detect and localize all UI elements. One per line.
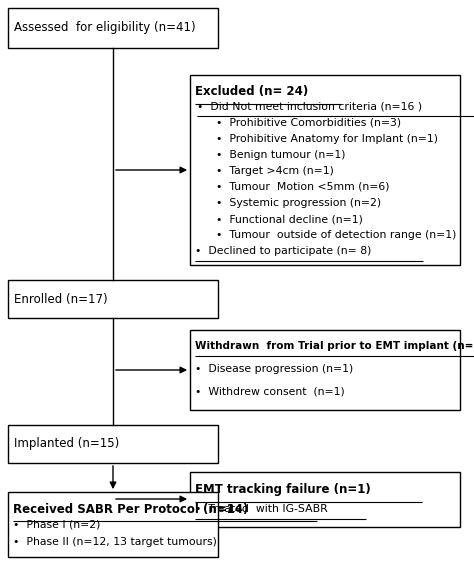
Text: •  Systemic progression (n=2): • Systemic progression (n=2)	[195, 198, 381, 208]
Text: •  Benign tumour (n=1): • Benign tumour (n=1)	[195, 150, 346, 160]
Text: •  Treated  with IG-SABR: • Treated with IG-SABR	[195, 504, 328, 514]
Text: Assessed  for eligibility (n=41): Assessed for eligibility (n=41)	[14, 22, 196, 35]
Text: •  Functional decline (n=1): • Functional decline (n=1)	[195, 214, 363, 224]
Text: •  Declined to participate (n= 8): • Declined to participate (n= 8)	[195, 246, 371, 256]
Bar	[190, 75, 460, 265]
Bar	[8, 492, 218, 557]
Text: •  Tumour  outside of detection range (n=1): • Tumour outside of detection range (n=1…	[195, 230, 456, 240]
Text: •  Phase I (n=2): • Phase I (n=2)	[13, 520, 100, 530]
Text: •  Prohibitive Comorbidities (n=3): • Prohibitive Comorbidities (n=3)	[195, 118, 401, 127]
Bar	[190, 330, 460, 410]
Bar	[8, 425, 218, 463]
Text: EMT tracking failure (n=1): EMT tracking failure (n=1)	[195, 483, 371, 496]
Text: •  Disease progression (n=1): • Disease progression (n=1)	[195, 364, 353, 374]
Text: Received SABR Per Protocol (n=14): Received SABR Per Protocol (n=14)	[13, 503, 248, 516]
Bar	[8, 280, 218, 318]
Text: •  Prohibitive Anatomy for Implant (n=1): • Prohibitive Anatomy for Implant (n=1)	[195, 134, 438, 144]
Bar	[8, 8, 218, 48]
Text: •  Tumour  Motion <5mm (n=6): • Tumour Motion <5mm (n=6)	[195, 182, 390, 192]
Bar	[190, 472, 460, 527]
Text: •  Did Not meet inclusion criteria (n=16 ): • Did Not meet inclusion criteria (n=16 …	[197, 101, 422, 112]
Text: Enrolled (n=17): Enrolled (n=17)	[14, 293, 108, 306]
Text: Excluded (n= 24): Excluded (n= 24)	[195, 85, 308, 98]
Text: •  Withdrew consent  (n=1): • Withdrew consent (n=1)	[195, 386, 345, 396]
Text: Implanted (n=15): Implanted (n=15)	[14, 438, 119, 451]
Text: Withdrawn  from Trial prior to EMT implant (n= 2): Withdrawn from Trial prior to EMT implan…	[195, 341, 474, 351]
Text: •  Target >4cm (n=1): • Target >4cm (n=1)	[195, 166, 334, 176]
Text: •  Phase II (n=12, 13 target tumours): • Phase II (n=12, 13 target tumours)	[13, 537, 217, 547]
